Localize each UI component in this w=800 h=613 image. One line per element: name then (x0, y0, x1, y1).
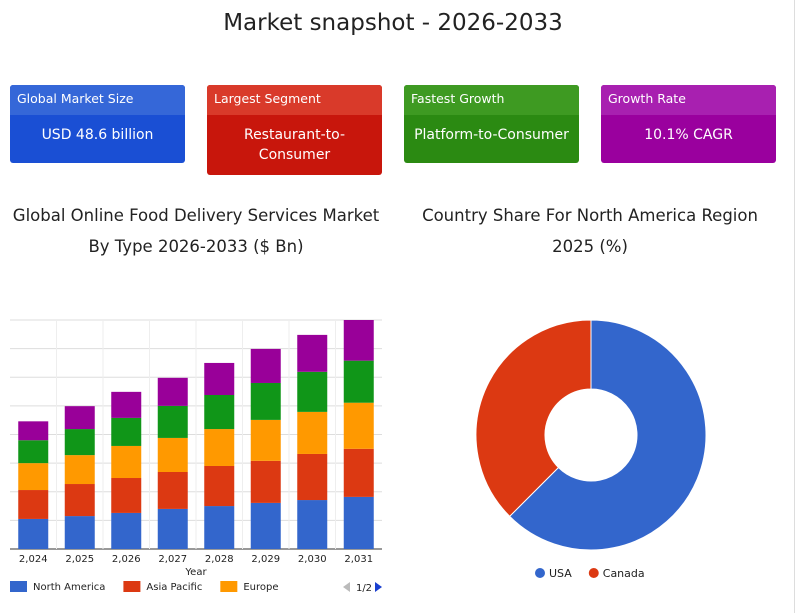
bar-segment (343, 448, 374, 497)
bar-segment (157, 437, 188, 472)
card-value: Platform-to-Consumer (414, 127, 569, 143)
bar-segment (18, 421, 49, 441)
card: Global Market Size USD 48.6 billion (10, 85, 185, 163)
legend-swatch (10, 581, 27, 592)
donut-slice (508, 319, 707, 551)
bar-segment (157, 377, 188, 406)
bar-segment (111, 391, 142, 418)
bar-segment (64, 516, 95, 549)
legend-label: North America (33, 582, 105, 593)
bar-segment (250, 460, 281, 503)
x-tick-label: 2,026 (112, 554, 141, 565)
bar-segment (297, 500, 328, 549)
bar-segment (111, 445, 142, 479)
bar-segment (250, 382, 281, 420)
bar-segment (64, 455, 95, 485)
bar-segment (64, 484, 95, 517)
bar-segment (111, 478, 142, 513)
bar-segment (204, 429, 235, 466)
bar-segment (111, 512, 142, 549)
card-label: Global Market Size (10, 85, 185, 115)
card-value: Restaurant-to-Consumer (243, 127, 346, 163)
bar-segment (297, 334, 328, 372)
bar-segment (157, 471, 188, 509)
legend-next (375, 582, 382, 592)
bar-segment (18, 440, 49, 464)
page-title: Market snapshot - 2026-2033 (223, 10, 563, 36)
bar-segment (250, 502, 281, 549)
chart-title: Country Share For North America Region 2… (422, 206, 758, 256)
bar-segment (64, 429, 95, 456)
x-axis-label: Year (184, 567, 207, 578)
legend-label: Canada (603, 567, 645, 580)
legend-dot (535, 568, 545, 578)
bar-segment (343, 320, 374, 361)
bar-segment (343, 360, 374, 403)
bar-segment (111, 417, 142, 446)
card-label: Growth Rate (601, 85, 776, 115)
bar-segment (18, 490, 49, 519)
bar-segment (250, 419, 281, 461)
bar-segment (204, 506, 235, 549)
legend-swatch (123, 581, 141, 592)
bar-segment (343, 402, 374, 449)
card-label: Largest Segment (207, 85, 382, 115)
x-tick-label: 2,030 (298, 554, 327, 565)
bar-segment (157, 508, 188, 549)
legend-prev (343, 582, 350, 592)
card: Fastest Growth Platform-to-Consumer (404, 85, 579, 163)
x-tick-label: 2,028 (205, 554, 234, 565)
card-value: USD 48.6 billion (41, 127, 154, 143)
bar-segment (297, 453, 328, 501)
bar-segment (157, 405, 188, 438)
bar-segment (64, 406, 95, 430)
bar-segment (204, 362, 235, 395)
legend-dot (588, 568, 599, 578)
chart-title: Global Online Food Delivery Services Mar… (12, 206, 380, 256)
bar-segment (18, 463, 49, 491)
bar-segment (204, 394, 235, 430)
card: Growth Rate 10.1% CAGR (601, 85, 776, 163)
card-value: 10.1% CAGR (644, 127, 733, 143)
bar-segment (297, 411, 328, 454)
bar-segment (250, 348, 281, 383)
x-tick-label: 2,025 (65, 554, 94, 565)
legend-swatch (220, 581, 238, 592)
legend-label: Europe (243, 582, 278, 593)
bar-segment (297, 371, 328, 412)
card-label: Fastest Growth (404, 85, 579, 115)
edge (794, 0, 795, 613)
bar-segment (18, 518, 49, 549)
legend-page: 1/2 (356, 583, 372, 594)
legend-label: Asia Pacific (146, 582, 202, 593)
x-tick-label: 2,029 (251, 554, 280, 565)
bar-segment (204, 465, 235, 507)
card: Largest Segment Restaurant-to-Consumer (207, 85, 382, 175)
x-tick-label: 2,027 (158, 554, 187, 565)
x-tick-label: 2,024 (19, 554, 48, 565)
donut-slice (475, 319, 592, 518)
x-tick-label: 2,031 (344, 554, 373, 565)
bar-segment (343, 496, 374, 549)
legend-label: USA (549, 567, 572, 580)
